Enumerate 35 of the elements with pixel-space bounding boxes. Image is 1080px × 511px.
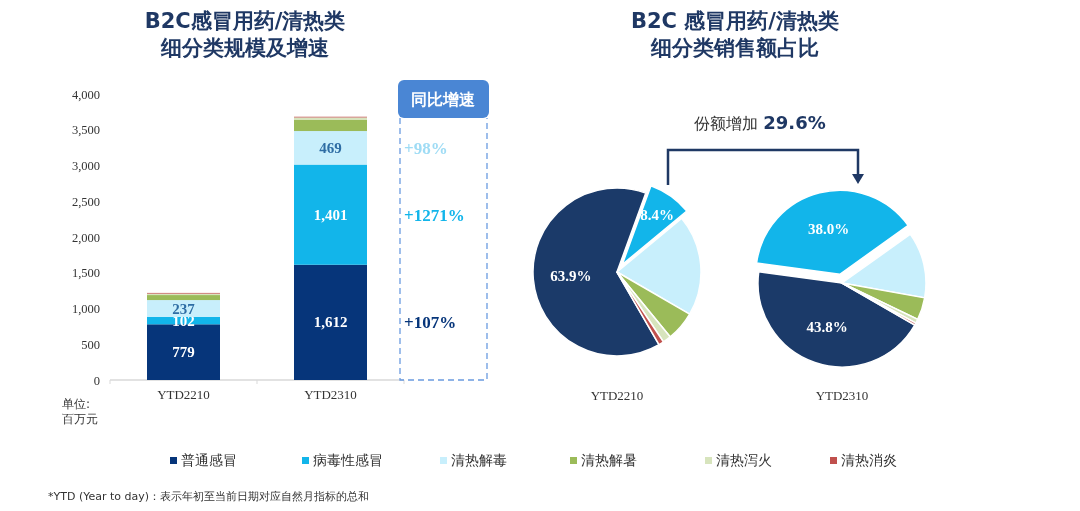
legend-label: 清热解暑	[581, 452, 637, 468]
data-label: 8.4%	[640, 207, 674, 224]
data-label: 1,612	[313, 314, 348, 331]
y-tick-label: 1,000	[71, 302, 100, 316]
annotation: +98%	[404, 138, 448, 158]
data-label: 43.8%	[806, 318, 848, 335]
legend-label: 病毒性感冒	[313, 452, 383, 468]
text: 份额增加 29.6%	[694, 112, 826, 133]
legend-label: 清热解毒	[451, 452, 507, 468]
y-tick-label: 1,500	[71, 266, 100, 281]
data-label: 38.0%	[808, 221, 850, 238]
text: 同比增速	[411, 90, 476, 109]
legend-label: 清热消炎	[841, 452, 897, 468]
data-label: 779	[172, 344, 195, 361]
legend-label: 普通感冒	[181, 452, 237, 468]
data-label: 237	[172, 300, 196, 317]
y-tick-label: 3,500	[71, 123, 100, 138]
chart-subtitle: 细分类销售额占比	[650, 36, 819, 60]
chart-title: B2C 感冒用药/清热类	[630, 9, 840, 33]
data-label: 1,401	[313, 206, 348, 223]
chart-subtitle: 细分类规模及增速	[160, 36, 329, 60]
y-axis-title: 单位: 百万元	[62, 397, 98, 426]
data-label: 469	[319, 139, 342, 156]
y-tick-label: 0	[93, 373, 100, 388]
legend-label: 清热泻火	[716, 452, 772, 468]
y-tick-label: 3,000	[71, 159, 100, 173]
annotation: +107%	[404, 313, 457, 333]
chart-title: B2C感冒用药/清热类	[144, 9, 346, 33]
y-tick-label: 500	[81, 337, 100, 352]
text: *YTD (Year to day)：表示年初至当前日期对应自然月指标的总和	[48, 490, 370, 503]
y-tick-label: 2,500	[71, 194, 100, 209]
y-tick-label: 4,000	[71, 87, 100, 102]
data-label: 63.9%	[550, 268, 592, 285]
annotation: +1271%	[404, 205, 465, 225]
y-tick-label: 2,000	[71, 230, 100, 245]
